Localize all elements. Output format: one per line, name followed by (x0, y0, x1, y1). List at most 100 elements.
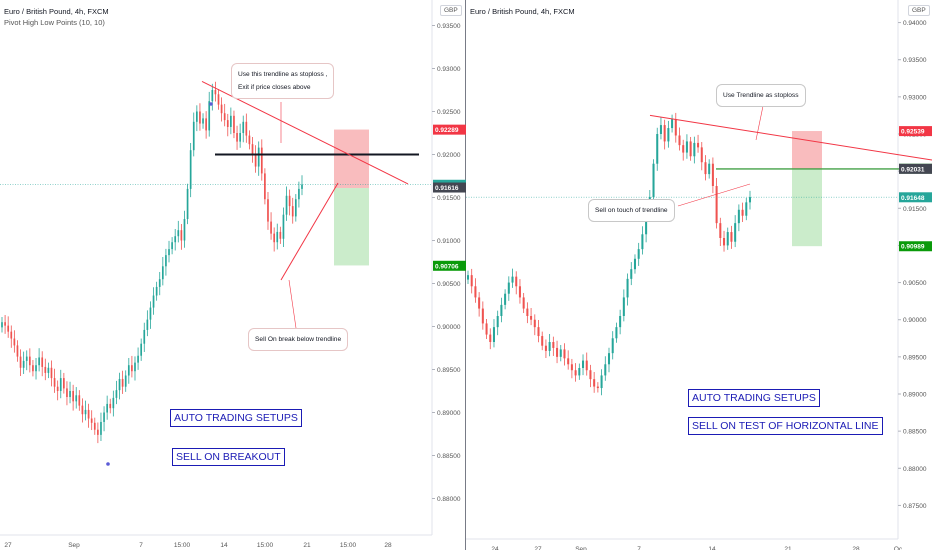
candle-body (492, 327, 495, 342)
x-tick-label: 27 (4, 542, 12, 549)
price-label-text: 0.92031 (901, 166, 925, 173)
y-tick-label: 0.89000 (437, 410, 461, 417)
candle-body (667, 128, 670, 142)
candle-body (704, 162, 707, 175)
candle-body (633, 258, 636, 270)
candle-body (734, 223, 737, 242)
candle-body (81, 405, 84, 415)
candle-body (585, 360, 588, 371)
candle-body (7, 325, 10, 332)
resistance-trendline (649, 114, 932, 161)
candle-body (276, 231, 279, 243)
candle-body (556, 347, 559, 357)
candle-body (489, 334, 492, 342)
candle-body (115, 390, 118, 398)
candle-body (16, 345, 19, 357)
candle-body (239, 133, 241, 142)
x-tick-label: Sep (68, 542, 80, 549)
candle-body (578, 368, 581, 376)
y-tick-label: 0.93000 (437, 66, 461, 73)
candle-body (563, 349, 566, 359)
candle-body (470, 275, 473, 287)
candle-body (50, 367, 53, 379)
candle-body (615, 327, 618, 339)
candle-body (78, 395, 81, 406)
left-callout-stoploss: Use this trendline as stoploss , Exit if… (231, 63, 335, 99)
left-currency-button[interactable]: GBP (440, 5, 462, 16)
target-zone (334, 188, 369, 266)
right-callout-stoploss: Use Trendline as stoploss (716, 84, 806, 107)
candle-body (596, 386, 599, 389)
price-label-bg (899, 126, 932, 137)
candle-body (10, 331, 13, 339)
candle-body (659, 125, 662, 134)
x-tick-label: 28 (384, 542, 392, 549)
candle-body (671, 119, 674, 129)
right-currency-button[interactable]: GBP (908, 5, 930, 16)
candle-body (211, 90, 214, 102)
x-tick-label: 21 (784, 546, 792, 550)
price-label-text: 0.90706 (435, 263, 459, 270)
candle-body (741, 209, 744, 216)
candle-body (242, 121, 245, 133)
candle-body (59, 378, 62, 391)
candle-body (652, 163, 655, 198)
left-indicator-label: Pivot High Low Points (10, 10) (4, 18, 105, 27)
candle-body (13, 338, 16, 346)
candle-body (656, 134, 659, 164)
candle-body (84, 409, 87, 415)
candle-body (186, 188, 189, 219)
candle-body (217, 94, 220, 105)
candle-body (544, 345, 547, 351)
candle-body (112, 397, 115, 409)
candle-body (478, 297, 481, 309)
y-tick-label: 0.90500 (437, 281, 461, 288)
right-chart-svg[interactable]: 0.940000.935000.930000.925000.920000.915… (466, 0, 932, 550)
candle-body (737, 209, 740, 224)
stoploss-zone (334, 129, 369, 189)
candle-body (248, 135, 251, 145)
left-chart-title: Euro / British Pound, 4h, FXCM (4, 7, 109, 16)
candle-body (155, 286, 158, 296)
candle-body (143, 329, 146, 344)
candle-body (526, 308, 529, 316)
price-label-text: 0.91616 (435, 185, 459, 192)
candle-body (264, 173, 266, 200)
left-callout-stoploss-line2: Exit if price closes above (238, 84, 311, 91)
candle-body (570, 364, 573, 371)
left-label-auto-trading: AUTO TRADING SETUPS (170, 409, 302, 427)
candle-body (726, 232, 729, 246)
candle-body (134, 362, 136, 372)
price-label-bg (433, 182, 466, 193)
candle-body (285, 195, 288, 215)
candle-body (674, 119, 677, 136)
candle-body (121, 378, 124, 387)
candle-body (97, 429, 99, 435)
candle-body (32, 365, 34, 372)
x-tick-label: 7 (139, 542, 143, 549)
left-chart-panel[interactable]: 0.93500 0.93000 0.92500 0.92000 0.91500 0.910… (0, 0, 466, 550)
y-tick-label: 0.93500 (437, 23, 461, 30)
candle-body (69, 391, 71, 398)
candle-body (137, 355, 139, 363)
candle-body (199, 111, 201, 124)
candle-body (1, 322, 3, 328)
candle-body (149, 307, 152, 320)
candle-body (25, 356, 28, 361)
candle-body (90, 418, 93, 423)
candle-body (158, 279, 161, 287)
candle-body (236, 133, 238, 142)
price-label-bg (433, 260, 466, 271)
candle-body (511, 276, 514, 283)
left-chart-svg[interactable]: 0.93500 0.93000 0.92500 0.92000 0.91500 0.910… (0, 0, 466, 550)
candle-body (607, 353, 611, 365)
y-tick-label: 0.91000 (437, 238, 461, 245)
candle-body (611, 338, 614, 354)
callout-connector (288, 279, 297, 329)
candle-body (220, 104, 223, 114)
candle-body (641, 234, 644, 250)
pivot-low-marker (106, 462, 110, 466)
candle-body (152, 295, 155, 308)
candle-body (500, 304, 503, 316)
right-chart-panel[interactable]: 0.940000.935000.930000.925000.920000.915… (466, 0, 932, 550)
